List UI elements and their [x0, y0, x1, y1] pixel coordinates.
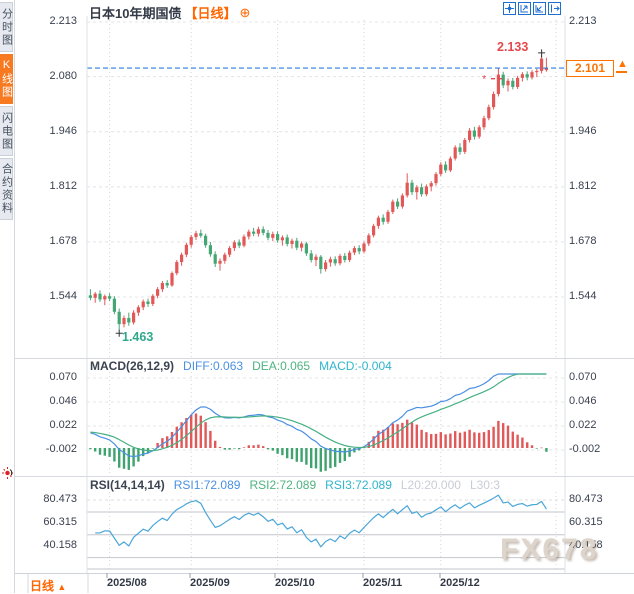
exit-chart-icon[interactable]: [548, 2, 561, 15]
rsi-l30-value: L30:3: [469, 478, 500, 492]
rsi3-value: RSI3:72.089: [325, 478, 392, 492]
date-axis-label: 2025/11: [363, 577, 403, 589]
rsi-params: RSI(14,14,14): [90, 478, 165, 492]
watermark: FX678: [500, 533, 599, 566]
low-price-label: 1.463: [122, 330, 154, 344]
macd-axis-label-right: 0.070: [569, 371, 597, 383]
price-axis-label-right: 2.213: [569, 15, 597, 27]
period-tab-label: 日线: [30, 579, 55, 593]
current-price-badge: 2.101: [566, 60, 614, 77]
price-axis-label-right: 1.812: [569, 180, 597, 192]
sidebar-tab-time-chart[interactable]: 分时图: [0, 2, 13, 52]
macd-axis-label: -0.002: [45, 443, 77, 455]
rsi1-value: RSI1:72.089: [173, 478, 241, 492]
macd-axis-label: 0.022: [49, 419, 77, 431]
rsi-axis-label-right: 60.315: [569, 516, 603, 528]
alert-icon[interactable]: [1, 466, 14, 485]
rsi2-value: RSI2:72.089: [249, 478, 317, 492]
sidebar-divider: [14, 0, 15, 593]
price-up-arrow-icon: ▲: [617, 58, 628, 70]
macd-panel[interactable]: [89, 373, 548, 472]
price-axis-label-right: 1.946: [569, 125, 597, 137]
period-tag: 【日线】: [184, 6, 237, 21]
rsi-axis-label: 40.158: [43, 539, 77, 551]
chart-toolbar: [503, 2, 561, 15]
main-price-panel[interactable]: *: [87, 49, 565, 337]
price-axis-label: 1.544: [49, 290, 77, 302]
price-arrow-base: [616, 71, 627, 73]
rsi-axis-label: 60.315: [43, 516, 77, 528]
sidebar-tab-kline-chart[interactable]: K线图: [0, 54, 13, 104]
price-axis-label: 1.812: [49, 180, 77, 192]
sidebar-tab-lightning-chart[interactable]: 闪电图: [0, 106, 13, 156]
macd-axis-label-right: 0.046: [569, 395, 597, 407]
fit-vertical-icon[interactable]: [533, 2, 546, 15]
instrument-name: 日本10年期国债: [89, 6, 182, 21]
price-axis-label: 1.678: [49, 235, 77, 247]
macd-axis-label: 0.046: [49, 395, 77, 407]
price-axis-label-right: 1.544: [569, 290, 597, 302]
high-price-label: 2.133: [497, 40, 529, 54]
rsi-header: RSI(14,14,14) RSI1:72.089 RSI2:72.089 RS…: [90, 478, 500, 492]
macd-axis-label-right: 0.022: [569, 419, 597, 431]
sidebar-tab-contract-info[interactable]: 合约资料: [0, 158, 13, 220]
chart-title: 日本10年期国债 【日线】 ⊕: [89, 3, 250, 22]
rsi-l20-value: L20:20.000: [400, 478, 461, 492]
macd-hist-value: MACD:-0.004: [319, 359, 392, 373]
macd-params: MACD(26,12,9): [90, 359, 175, 373]
price-axis-label: 1.946: [49, 125, 77, 137]
price-axis-label-right: 1.678: [569, 235, 597, 247]
macd-axis-label-right: -0.002: [569, 443, 601, 455]
add-indicator-icon[interactable]: ⊕: [239, 4, 251, 20]
rsi-axis-label-right: 80.473: [569, 493, 603, 505]
macd-dea-value: DEA:0.065: [252, 359, 311, 373]
gridlines: [87, 20, 565, 571]
rsi-panel[interactable]: [95, 494, 547, 548]
macd-diff-value: DIFF:0.063: [183, 359, 244, 373]
date-axis-label: 2025/08: [107, 577, 147, 589]
period-tab-arrow-icon: ▲: [57, 582, 67, 592]
panel-borders: [14, 16, 634, 593]
date-axis-label: 2025/09: [190, 577, 230, 589]
price-axis-label: 2.213: [49, 15, 77, 27]
macd-header: MACD(26,12,9) DIFF:0.063 DEA:0.065 MACD:…: [90, 359, 392, 373]
price-axis-label: 2.080: [49, 70, 77, 82]
svg-text:*: *: [482, 74, 487, 86]
rsi-axis-label: 80.473: [43, 493, 77, 505]
date-axis-label: 2025/12: [440, 577, 480, 589]
date-axis-label: 2025/10: [275, 577, 315, 589]
rsi-axis-label-right: 40.158: [569, 539, 603, 551]
period-tab-daily[interactable]: 日线 ▲: [30, 577, 66, 594]
macd-axis-label: 0.070: [49, 371, 77, 383]
crosshair-icon[interactable]: [503, 2, 516, 15]
fit-horizontal-icon[interactable]: [518, 2, 531, 15]
